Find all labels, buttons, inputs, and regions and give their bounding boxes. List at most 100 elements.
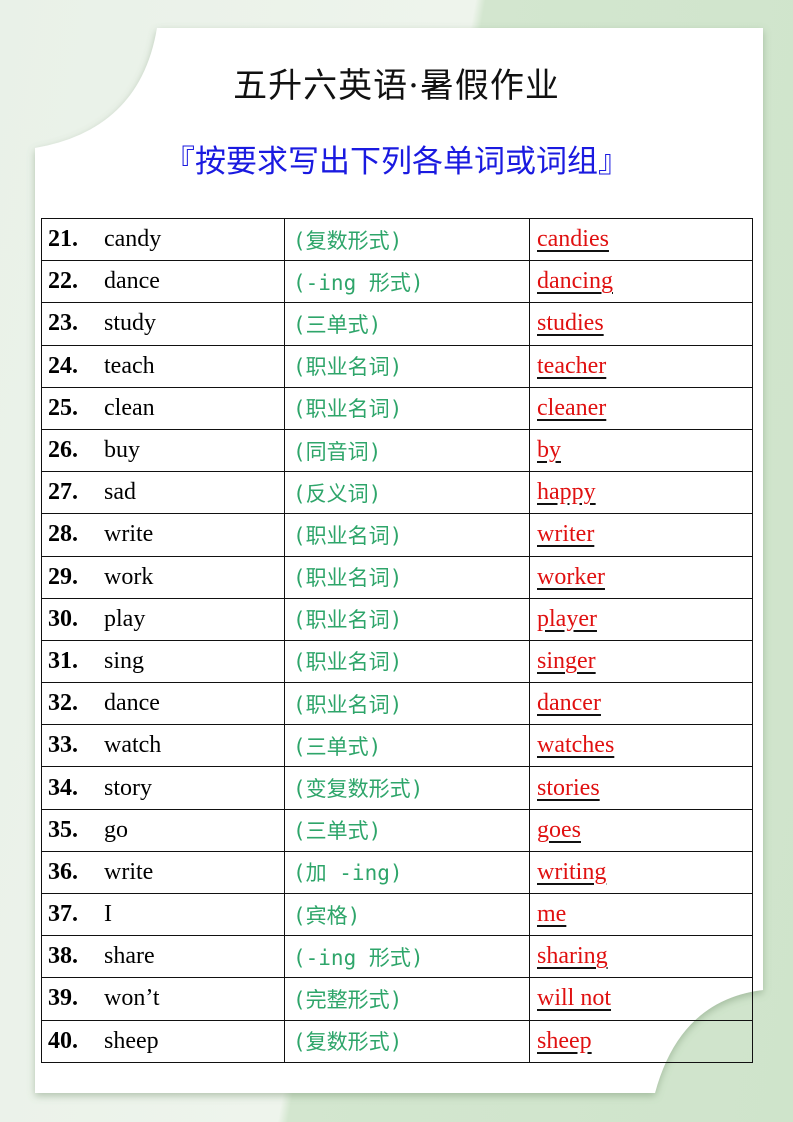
answer: cleaner bbox=[537, 394, 607, 421]
table-row: 31. sing (职业名词) singer bbox=[41, 639, 753, 684]
item-number: 23. bbox=[48, 310, 78, 337]
word: dance bbox=[104, 690, 160, 717]
item-number: 34. bbox=[48, 774, 78, 801]
answer: me bbox=[537, 901, 567, 928]
table-row: 32. dance (职业名词) dancer bbox=[41, 682, 753, 726]
answer: writer bbox=[537, 521, 595, 548]
item-number: 21. bbox=[48, 226, 78, 253]
word: sad bbox=[104, 479, 136, 506]
answer-cell: candies bbox=[529, 217, 753, 262]
item-number: 36. bbox=[48, 858, 78, 885]
answer-cell: by bbox=[529, 428, 753, 473]
word: go bbox=[104, 816, 128, 843]
hint-cell: (复数形式) bbox=[284, 217, 530, 262]
hint-cell: (职业名词) bbox=[284, 597, 530, 641]
word: write bbox=[104, 858, 154, 885]
table-row: 25. clean (职业名词) cleaner bbox=[41, 386, 753, 430]
table-row: 24. teach (职业名词) teacher bbox=[41, 344, 753, 388]
hint-cell: (三单式) bbox=[284, 808, 530, 852]
answer: teacher bbox=[537, 352, 607, 379]
table-row: 27. sad (反义词) happy bbox=[41, 471, 753, 515]
word: I bbox=[104, 901, 112, 928]
exercise-instruction: 『按要求写出下列各单词或词组』 bbox=[164, 144, 629, 180]
item-number: 24. bbox=[48, 352, 78, 379]
answer-cell: writing bbox=[529, 850, 753, 895]
hint-cell: (职业名词) bbox=[284, 344, 530, 388]
answer: player bbox=[537, 605, 597, 632]
answer-cell: goes bbox=[529, 808, 753, 852]
table-row: 35. go (三单式) goes bbox=[41, 808, 753, 852]
word-cell: 31. sing bbox=[41, 639, 285, 684]
hint-cell: (三单式) bbox=[284, 724, 530, 768]
page-title: 五升六英语·暑假作业 bbox=[233, 66, 560, 106]
word: clean bbox=[104, 394, 155, 421]
answer-cell: worker bbox=[529, 555, 753, 599]
word-cell: 23. study bbox=[41, 302, 285, 346]
answer-cell: cleaner bbox=[529, 386, 753, 430]
word-cell: 21. candy bbox=[41, 217, 285, 262]
hint-cell: (反义词) bbox=[284, 471, 530, 515]
word: candy bbox=[104, 226, 162, 253]
word: sing bbox=[104, 647, 145, 674]
table-row: 28. write (职业名词) writer bbox=[41, 513, 753, 557]
answer-cell: sharing bbox=[529, 935, 753, 979]
word-cell: 36. write bbox=[41, 850, 285, 895]
word-cell: 22. dance bbox=[41, 260, 285, 304]
answer-cell: player bbox=[529, 597, 753, 641]
answer-cell: dancing bbox=[529, 260, 753, 304]
word-cell: 33. watch bbox=[41, 724, 285, 768]
word-cell: 28. write bbox=[41, 513, 285, 557]
table-row: 30. play (职业名词) player bbox=[41, 597, 753, 641]
answer: by bbox=[537, 437, 561, 464]
hint-cell: (完整形式) bbox=[284, 977, 530, 1021]
hint-cell: (变复数形式) bbox=[284, 766, 530, 810]
answer: sheep bbox=[537, 1027, 592, 1054]
word-cell: 39. won’t bbox=[41, 977, 285, 1021]
word: sheep bbox=[104, 1027, 159, 1054]
answer: candies bbox=[537, 226, 609, 253]
hint-cell: (职业名词) bbox=[284, 639, 530, 684]
answer: dancing bbox=[537, 268, 613, 295]
item-number: 26. bbox=[48, 437, 78, 464]
item-number: 40. bbox=[48, 1027, 78, 1054]
answer-cell: sheep bbox=[529, 1019, 753, 1063]
answer-cell: will not bbox=[529, 977, 753, 1021]
word: buy bbox=[104, 437, 140, 464]
answer: studies bbox=[537, 310, 604, 337]
answer-cell: teacher bbox=[529, 344, 753, 388]
word: work bbox=[104, 563, 154, 590]
table-row: 22. dance (-ing 形式) dancing bbox=[41, 260, 753, 304]
hint-cell: (同音词) bbox=[284, 428, 530, 473]
hint-cell: (三单式) bbox=[284, 302, 530, 346]
item-number: 39. bbox=[48, 985, 78, 1012]
table-row: 39. won’t (完整形式) will not bbox=[41, 977, 753, 1021]
word-cell: 35. go bbox=[41, 808, 285, 852]
table-row: 29. work (职业名词) worker bbox=[41, 555, 753, 599]
table-row: 34. story (变复数形式) stories bbox=[41, 766, 753, 810]
table-row: 21. candy (复数形式) candies bbox=[41, 217, 753, 262]
hint-cell: (加 -ing) bbox=[284, 850, 530, 895]
answer-cell: happy bbox=[529, 471, 753, 515]
item-number: 38. bbox=[48, 943, 78, 970]
answer: watches bbox=[537, 732, 615, 759]
item-number: 29. bbox=[48, 563, 78, 590]
item-number: 30. bbox=[48, 605, 78, 632]
word: story bbox=[104, 774, 152, 801]
item-number: 27. bbox=[48, 479, 78, 506]
answer: goes bbox=[537, 816, 581, 843]
table-row: 40. sheep (复数形式) sheep bbox=[41, 1019, 753, 1063]
hint-cell: (-ing 形式) bbox=[284, 260, 530, 304]
answer: writing bbox=[537, 858, 607, 885]
item-number: 22. bbox=[48, 268, 78, 295]
answer: sharing bbox=[537, 943, 608, 970]
answer-cell: me bbox=[529, 892, 753, 937]
answer: singer bbox=[537, 647, 596, 674]
table-row: 37. I (宾格) me bbox=[41, 892, 753, 937]
word: dance bbox=[104, 268, 160, 295]
word: won’t bbox=[104, 985, 160, 1012]
word: play bbox=[104, 605, 146, 632]
item-number: 37. bbox=[48, 901, 78, 928]
word-cell: 32. dance bbox=[41, 682, 285, 726]
hint-cell: (宾格) bbox=[284, 892, 530, 937]
word-cell: 38. share bbox=[41, 935, 285, 979]
